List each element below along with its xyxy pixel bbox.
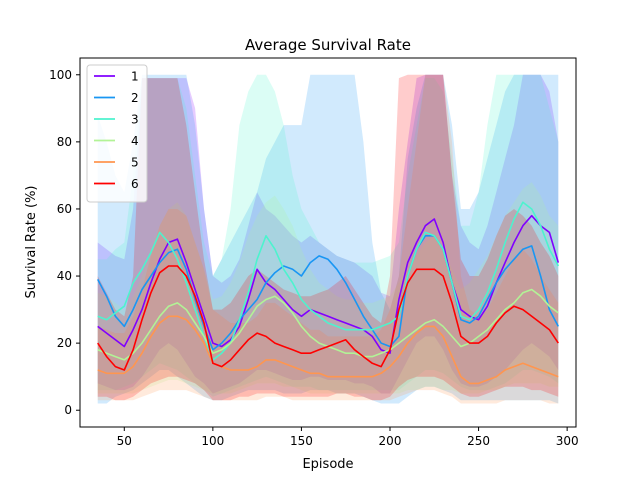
x-tick-label: 50	[117, 434, 132, 448]
x-axis: 50 100 150 200 250 300	[117, 427, 579, 448]
y-tick-label: 0	[64, 403, 72, 417]
series-lines	[96, 201, 560, 385]
line-series-3	[97, 201, 560, 361]
band-series-1	[97, 74, 559, 394]
confidence-bands	[97, 74, 559, 404]
x-tick-label: 150	[290, 434, 313, 448]
line-series-6	[97, 265, 559, 371]
legend-label-5: 5	[131, 156, 139, 170]
x-axis-label: Episode	[302, 457, 353, 472]
y-tick-label: 80	[57, 135, 72, 149]
line-series-1	[97, 214, 560, 355]
y-tick-label: 20	[57, 336, 72, 350]
legend-label-3: 3	[131, 113, 139, 127]
plot-frame	[79, 57, 577, 428]
x-tick-label: 250	[467, 434, 490, 448]
band-series-6	[97, 74, 559, 401]
legend-label-1: 1	[131, 70, 139, 84]
band-series-2	[97, 74, 559, 404]
legend-label-6: 6	[131, 177, 139, 191]
legend-label-4: 4	[131, 134, 139, 148]
line-series-5	[97, 315, 559, 385]
legend-label-2: 2	[131, 91, 139, 105]
legend: 1 2 3 4 5 6	[86, 64, 148, 203]
y-tick-label: 40	[57, 269, 72, 283]
chart-title: Average Survival Rate	[245, 36, 411, 54]
x-tick-label: 200	[379, 434, 402, 448]
band-series-3	[97, 74, 559, 397]
legend-box	[86, 64, 148, 203]
y-axis-label: Survival Rate (%)	[24, 186, 39, 299]
x-tick-label: 100	[201, 434, 224, 448]
plot-area	[79, 57, 577, 428]
line-series-2	[96, 235, 560, 351]
y-tick-label: 60	[57, 202, 72, 216]
x-tick-label: 300	[556, 434, 579, 448]
band-series-5	[97, 74, 559, 404]
y-tick-label: 100	[49, 68, 72, 82]
y-axis: 0 20 40 60 80 100	[49, 68, 80, 417]
